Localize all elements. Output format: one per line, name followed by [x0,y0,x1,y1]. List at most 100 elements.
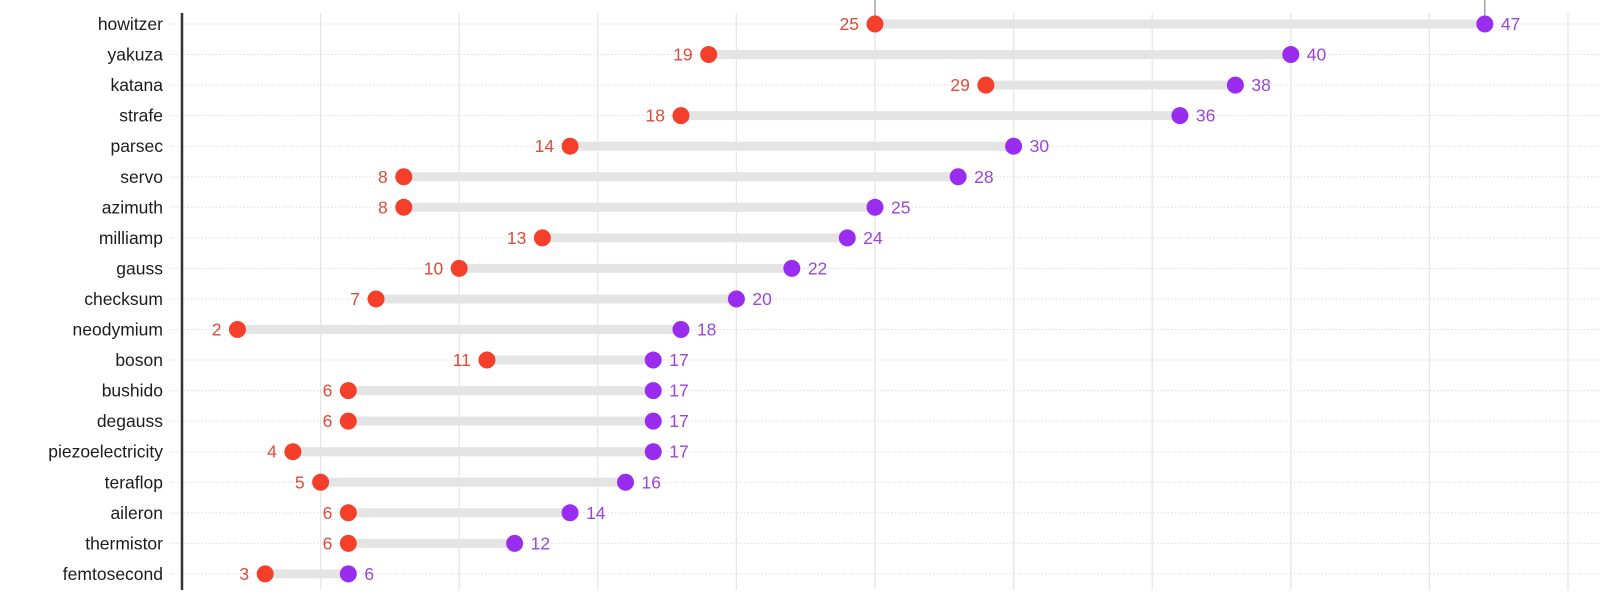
dot-start [339,382,357,400]
dot-end [644,382,662,400]
dot-end [1171,107,1189,125]
dot-start [450,259,468,277]
dot-start [339,534,357,552]
connectors [237,19,1485,579]
dot-end [644,412,662,430]
value-label-end: 24 [863,228,883,248]
value-label-end: 17 [669,350,688,370]
dot-end [506,534,524,552]
legend-ticks [874,0,1486,16]
dot-end [644,443,662,461]
dot-start [339,504,357,522]
value-label-start: 7 [350,289,360,309]
gridlines [319,13,1569,590]
dot-end [838,229,856,247]
category-label: aileron [110,503,163,523]
value-label-start: 2 [212,320,222,340]
value-label-start: 13 [507,228,526,248]
dots [228,15,1494,583]
dot-end [783,259,801,277]
category-label: checksum [84,289,163,309]
dot-end [1226,76,1244,94]
value-label-start: 29 [950,75,969,95]
value-label-end: 16 [642,472,661,492]
value-label-end: 28 [974,167,993,187]
dot-end [866,198,884,216]
value-label-end: 20 [752,289,772,309]
dot-start [533,229,551,247]
value-label-start: 10 [424,258,444,278]
category-label: yakuza [108,45,164,65]
category-label: gauss [116,258,163,278]
value-label-end: 38 [1251,75,1270,95]
value-label-start: 6 [323,381,333,401]
dot-end [644,351,662,369]
category-label: servo [120,167,163,187]
dot-start [672,107,690,125]
value-label-start: 14 [535,136,555,156]
value-label-start: 11 [453,350,471,370]
value-label-end: 36 [1196,106,1215,126]
category-label: thermistor [85,533,163,553]
dot-start [395,168,413,186]
dot-end [672,321,690,338]
category-label: piezoelectricity [48,442,163,462]
value-label-end: 22 [808,258,827,278]
category-label: milliamp [99,228,163,248]
dot-start [395,198,413,216]
value-label-start: 6 [323,533,333,553]
value-label-end: 18 [697,320,716,340]
value-label-start: 3 [239,564,249,584]
value-label-end: 40 [1307,45,1327,65]
dot-start [339,412,357,430]
value-label-start: 19 [673,45,692,65]
dot-end [617,473,635,491]
category-label: howitzer [98,14,163,34]
dot-start [256,565,274,583]
value-label-end: 17 [669,381,688,401]
category-label: teraflop [105,472,163,492]
dot-end [727,290,745,308]
value-label-end: 47 [1501,14,1520,34]
dot-start [700,46,718,64]
dot-end [949,168,967,186]
category-label: strafe [119,106,163,126]
value-label-end: 12 [531,533,550,553]
value-label-start: 6 [323,503,333,523]
value-label-start: 8 [378,197,388,217]
dot-start [561,137,579,155]
category-label: bushido [102,381,163,401]
dot-end [339,565,357,583]
value-label-start: 25 [840,14,859,34]
dot-start [228,321,246,338]
category-label: neodymium [73,320,163,340]
category-label: degauss [97,411,163,431]
value-label-end: 6 [364,564,374,584]
value-label-end: 14 [586,503,606,523]
value-label-end: 30 [1030,136,1050,156]
value-label-start: 4 [267,442,277,462]
category-label: parsec [110,136,163,156]
value-label-end: 25 [891,197,910,217]
value-label-start: 8 [378,167,388,187]
dot-start [284,443,302,461]
value-label-start: 18 [645,106,664,126]
category-labels: howitzer yakuza katana strafe parsec servo azi… [48,14,163,584]
value-label-start: 6 [323,411,333,431]
dot-start [367,290,385,308]
dot-start [977,76,995,94]
dot-start [866,15,884,33]
dot-start [478,351,496,369]
category-label: femtosecond [63,564,163,584]
value-label-end: 17 [669,411,688,431]
category-label: katana [110,75,163,95]
dot-end [1282,46,1300,64]
dot-end [1476,15,1494,33]
category-label: boson [115,350,163,370]
dot-end [561,504,579,522]
dot-start [312,473,330,491]
value-label-end: 17 [669,442,688,462]
category-label: azimuth [102,197,163,217]
